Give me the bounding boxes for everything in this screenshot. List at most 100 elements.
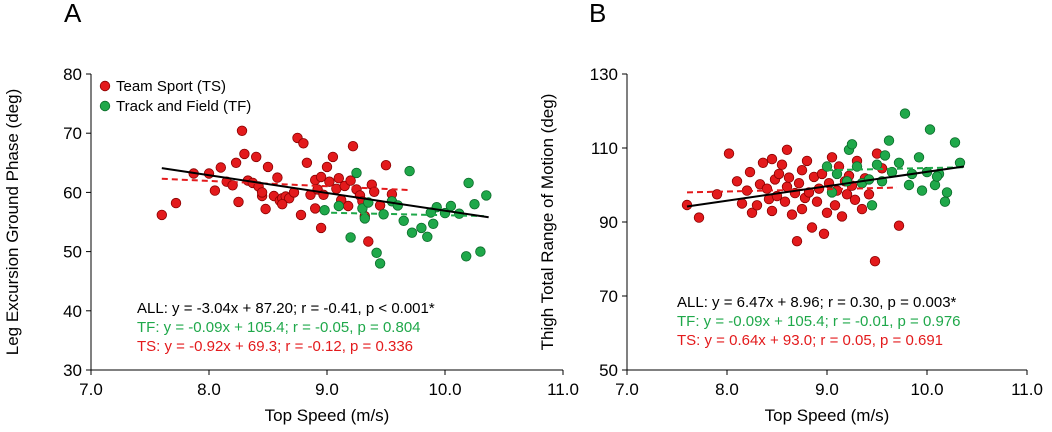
- panel-b-ts-point: [751, 200, 763, 211]
- panel-a-tf-point: [345, 232, 356, 243]
- panel-b-y-tick-label: 50: [599, 361, 618, 380]
- panel-a-equation-all: ALL: y = -3.04x + 87.20; r = -0.41, p < …: [137, 300, 435, 317]
- panel-a-tf-point: [445, 200, 457, 212]
- panel-a-x-tick-label: 8.0: [197, 380, 221, 399]
- panel-a-y-tick-label: 50: [63, 243, 82, 262]
- panel-b-ts-point: [893, 220, 905, 231]
- panel-b-tf-point: [893, 157, 905, 169]
- panel-b-y-tick-label: 70: [599, 287, 618, 306]
- panel-b-tf-point: [913, 152, 925, 163]
- panel-a-ts-point: [251, 151, 262, 163]
- panel-b-ts-point: [766, 205, 778, 217]
- panel-a-ts-point: [298, 138, 309, 149]
- panel-b-ts-point: [796, 203, 808, 215]
- panel-b-x-tick-label: 10.0: [910, 380, 943, 399]
- panel-a-tf-point: [463, 177, 474, 189]
- panel-b-tf-point: [903, 179, 915, 191]
- panel-b-ts-point: [811, 196, 823, 207]
- panel-a-y-tick-label: 30: [63, 361, 82, 380]
- panel-b-ts-point: [781, 144, 793, 156]
- panel-b-ts-point: [793, 177, 805, 189]
- legend-ts-label: Team Sport (TS): [116, 78, 226, 95]
- panel-b-ts-point: [723, 148, 735, 159]
- panel-b-ts-point: [821, 207, 833, 219]
- panel-b-ts-point: [744, 166, 756, 178]
- legend-tf-label: Track and Field (TF): [116, 98, 251, 115]
- panel-a-ts-point: [315, 222, 327, 234]
- panel-b-tf-point: [866, 200, 878, 211]
- panel-a-ts-point: [277, 198, 288, 210]
- panel-b-ts-point: [801, 155, 813, 167]
- panel-b-tf-fit-line: [826, 166, 965, 172]
- panel-a-tf-point: [392, 200, 404, 211]
- panel-b-ts-point: [779, 196, 791, 207]
- panel-b-tf-point: [883, 135, 895, 146]
- panel-a-tf-point: [351, 167, 362, 179]
- panel-a-ts-point: [230, 157, 242, 169]
- panel-a-equation-ts: TS: y = -0.92x + 69.3; r = -0.12, p = 0.…: [137, 338, 413, 355]
- panel-a-tf-point: [416, 222, 427, 234]
- panel-a-x-tick-label: 11.0: [547, 380, 579, 399]
- panel-a-tf-point: [422, 231, 433, 243]
- panel-a-ts-point: [156, 209, 168, 221]
- panel-a-ts-point: [363, 236, 374, 247]
- panel-a-tf-fit-line: [321, 211, 484, 218]
- panel-b-ts-point: [816, 168, 828, 180]
- panel-a-tf-point: [398, 215, 409, 227]
- panel-b-tf-point: [941, 187, 953, 198]
- panel-a-ts-point: [209, 185, 221, 196]
- panel-a-equation-tf: TF: y = -0.09x + 105.4; r = -0.05, p = 0…: [137, 319, 421, 336]
- panel-a-all-fit-line: [161, 167, 489, 219]
- panel-a-ts-point: [310, 203, 321, 214]
- panel-b-ts-point: [849, 194, 861, 206]
- panel-a-ts-point: [343, 200, 354, 212]
- panel-b-ts-point: [829, 200, 841, 211]
- panel-a-tf-point: [428, 218, 439, 230]
- panel-b-ts-point: [863, 189, 875, 200]
- panel-a-ts-point: [295, 209, 307, 221]
- panel-a-x-tick-label: 9.0: [315, 380, 339, 399]
- panel-a-ts-point: [203, 168, 215, 179]
- panel-b-tf-point: [821, 161, 833, 172]
- panel-a-tf-point: [475, 246, 486, 257]
- panel-a-ts-point: [321, 161, 333, 173]
- panel-a-tf-point: [374, 258, 386, 269]
- panel-b-y-tick-label: 90: [599, 213, 618, 232]
- panel-a-ts-point: [233, 196, 244, 208]
- panel-b-ts-point: [776, 159, 788, 170]
- panel-b-ts-point: [731, 176, 743, 187]
- panel-b-ts-point: [796, 164, 808, 176]
- panel-b-x-axis-label: Top Speed (m/s): [765, 406, 890, 425]
- panel-a-tf-point: [481, 190, 492, 201]
- panel-a-ts-point: [324, 176, 335, 187]
- panel-a-ts-point: [236, 125, 248, 137]
- panel-a-tf-point: [406, 227, 418, 238]
- panel-a-ts-point: [380, 159, 392, 171]
- panel-b-equation-all: ALL: y = 6.47x + 8.96; r = 0.30, p = 0.0…: [677, 294, 957, 311]
- panel-b-x-tick-label: 9.0: [815, 380, 839, 399]
- panel-b-x-tick-label: 8.0: [715, 380, 739, 399]
- panel-a-x-tick-label: 10.0: [428, 380, 461, 399]
- panel-a-ts-point: [301, 157, 313, 169]
- panel-a-y-tick-label: 70: [63, 124, 82, 143]
- panel-b-ts-point: [806, 222, 818, 233]
- panel-b-tf-point: [939, 196, 951, 207]
- panel-a-ts-point: [256, 187, 268, 198]
- panel-b-ts-point: [783, 172, 795, 183]
- panel-a-ts-point: [262, 161, 274, 173]
- panel-a-y-tick-label: 80: [63, 65, 82, 84]
- panel-b-tf-point: [899, 108, 911, 119]
- panel-b-tf-point: [916, 185, 928, 196]
- panel-b-ts-point: [818, 228, 830, 240]
- panel-b-title: B: [589, 0, 606, 28]
- panel-b-equation-tf: TF: y = -0.09x + 105.4; r = -0.01, p = 0…: [677, 313, 961, 330]
- panel-a-tf-point: [371, 247, 382, 259]
- panel-a-tf-point: [461, 251, 472, 262]
- panel-b-ts-point: [766, 153, 778, 165]
- panel-a-title: A: [64, 0, 82, 28]
- panel-b-x-tick-label: 11.0: [1011, 380, 1043, 399]
- panel-a-ts-point: [260, 203, 271, 215]
- panel-b-ts-point: [856, 203, 868, 215]
- panel-a: A Leg Excursion Ground Phase (deg) Top S…: [3, 0, 579, 425]
- panel-a-ts-fit-line: [161, 177, 410, 192]
